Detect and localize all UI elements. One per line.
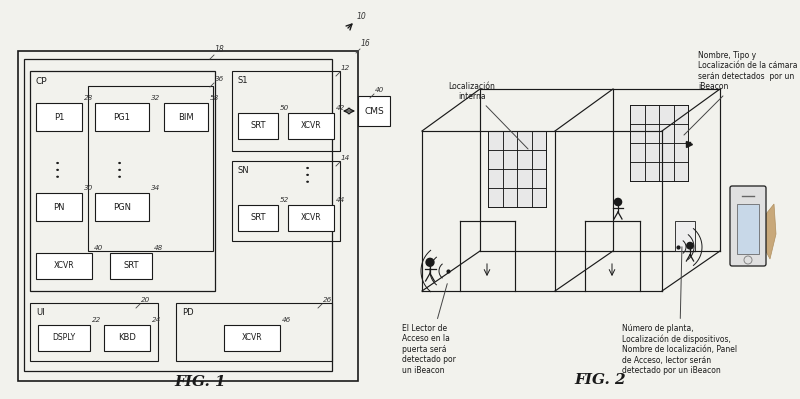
- Bar: [232, 161, 340, 241]
- Bar: [238, 113, 278, 139]
- FancyBboxPatch shape: [730, 186, 766, 266]
- Text: SRT: SRT: [250, 213, 266, 223]
- Bar: [95, 103, 149, 131]
- Text: P1: P1: [54, 113, 64, 122]
- Text: 22: 22: [91, 318, 101, 324]
- Text: 46: 46: [282, 318, 290, 324]
- Text: FIG. 1: FIG. 1: [174, 375, 226, 389]
- Bar: [30, 71, 215, 291]
- Text: 16: 16: [361, 39, 370, 48]
- Text: 34: 34: [150, 186, 160, 192]
- Text: XCVR: XCVR: [54, 261, 74, 271]
- Bar: [224, 325, 280, 351]
- Text: CMS: CMS: [364, 107, 384, 115]
- Text: 50: 50: [279, 105, 289, 111]
- Text: CP: CP: [36, 77, 48, 86]
- Bar: [36, 193, 82, 221]
- Bar: [110, 253, 152, 279]
- Text: 24: 24: [151, 318, 161, 324]
- Text: UI: UI: [36, 308, 45, 317]
- Bar: [238, 205, 278, 231]
- Circle shape: [614, 198, 622, 205]
- Bar: [30, 303, 158, 361]
- Text: • • •: • • •: [306, 165, 314, 183]
- Text: 32: 32: [150, 95, 160, 101]
- Bar: [38, 325, 90, 351]
- Text: • • •: • • •: [118, 160, 126, 178]
- Bar: [737, 204, 759, 254]
- Text: Localización
interna: Localización interna: [449, 82, 528, 149]
- Circle shape: [426, 258, 434, 266]
- Bar: [95, 193, 149, 221]
- Text: SRT: SRT: [123, 261, 138, 271]
- Text: KBD: KBD: [118, 334, 136, 342]
- Text: DSPLY: DSPLY: [53, 334, 75, 342]
- Text: • • •: • • •: [54, 160, 63, 178]
- Text: BIM: BIM: [178, 113, 194, 122]
- Text: 10: 10: [357, 12, 366, 21]
- Circle shape: [686, 243, 694, 249]
- Text: 30: 30: [83, 186, 93, 192]
- Bar: [358, 96, 390, 126]
- Text: PD: PD: [182, 308, 194, 317]
- Bar: [288, 113, 334, 139]
- Bar: [36, 103, 82, 131]
- Bar: [630, 105, 688, 181]
- Text: 44: 44: [335, 198, 345, 203]
- Text: 12: 12: [341, 65, 350, 71]
- Text: 14: 14: [341, 155, 350, 161]
- Bar: [488, 131, 546, 207]
- Text: Número de planta,
Localización de dispositivos,
Nombre de localización, Panel
de: Número de planta, Localización de dispos…: [622, 247, 737, 375]
- Text: SN: SN: [238, 166, 250, 175]
- Bar: [176, 303, 332, 361]
- Text: FIG. 2: FIG. 2: [574, 373, 626, 387]
- Bar: [104, 325, 150, 351]
- Bar: [232, 71, 340, 151]
- Bar: [24, 59, 332, 371]
- Polygon shape: [762, 204, 776, 259]
- Text: XCVR: XCVR: [301, 122, 322, 130]
- Bar: [288, 205, 334, 231]
- Bar: [675, 221, 695, 251]
- Text: El Lector de
Acceso en la
puerta será
detectado por
un iBeacon: El Lector de Acceso en la puerta será de…: [402, 284, 456, 375]
- Text: 36: 36: [215, 76, 224, 82]
- Text: Nombre, Tipo y
Localización de la cámara
serán detectados  por un
iBeacon: Nombre, Tipo y Localización de la cámara…: [684, 51, 798, 135]
- Text: S1: S1: [238, 76, 249, 85]
- Bar: [18, 51, 358, 381]
- Bar: [36, 253, 92, 279]
- Text: 40: 40: [375, 87, 384, 93]
- Text: 52: 52: [279, 198, 289, 203]
- Text: PN: PN: [54, 203, 65, 211]
- Text: XCVR: XCVR: [301, 213, 322, 223]
- Bar: [88, 86, 213, 251]
- Text: 20: 20: [141, 297, 150, 303]
- Text: PG1: PG1: [114, 113, 130, 122]
- Bar: [164, 103, 208, 131]
- Text: 18: 18: [215, 45, 225, 54]
- Text: 42: 42: [335, 105, 345, 111]
- Text: 28: 28: [83, 95, 93, 101]
- Text: 26: 26: [323, 297, 332, 303]
- Text: 40: 40: [94, 245, 102, 251]
- Text: PGN: PGN: [113, 203, 131, 211]
- Text: XCVR: XCVR: [242, 334, 262, 342]
- Text: 48: 48: [154, 245, 162, 251]
- Text: 58: 58: [210, 95, 218, 101]
- Text: SRT: SRT: [250, 122, 266, 130]
